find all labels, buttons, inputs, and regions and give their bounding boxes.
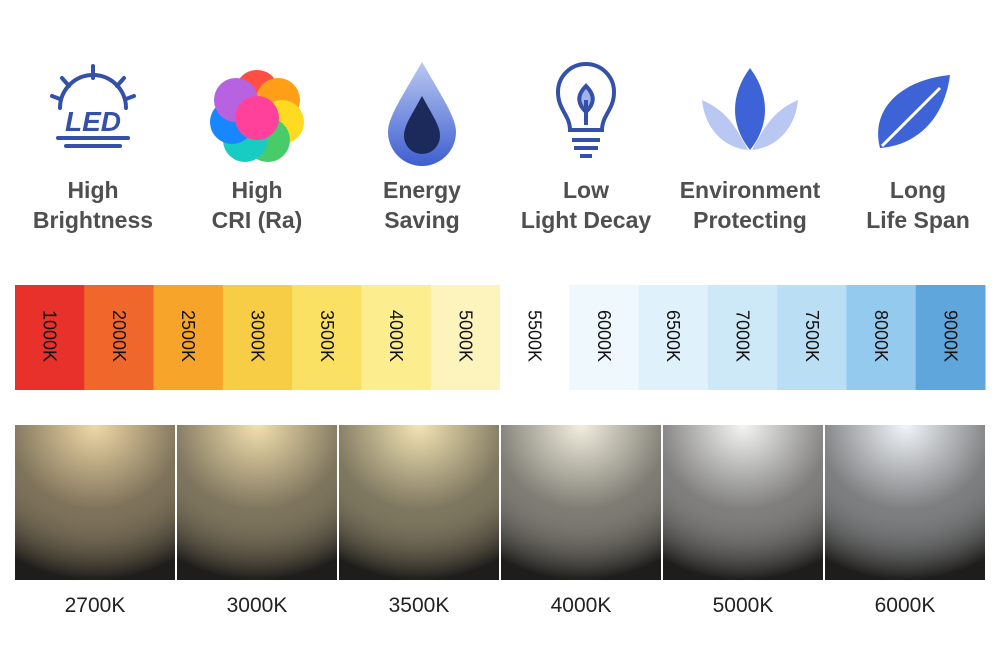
temperature-label: 3500K bbox=[317, 310, 337, 362]
temperature-cell bbox=[292, 285, 362, 390]
sample-label: 3500K bbox=[389, 594, 450, 617]
feature-label: Protecting bbox=[693, 207, 807, 233]
temperature-label: 9000K bbox=[940, 310, 960, 362]
temperature-label: 7500K bbox=[802, 310, 822, 362]
temperature-label: 7000K bbox=[733, 310, 753, 362]
temperature-cell bbox=[430, 285, 501, 390]
temperature-label: 8000K bbox=[871, 310, 891, 362]
temperature-label: 6500K bbox=[663, 310, 683, 362]
feature-label: Low bbox=[563, 177, 609, 203]
temperature-label: 2000K bbox=[109, 310, 129, 362]
temperature-cell bbox=[222, 285, 293, 390]
bulb-icon bbox=[555, 62, 617, 158]
temperature-label: 2500K bbox=[178, 310, 198, 362]
energy-icon bbox=[388, 62, 456, 166]
temperature-cell bbox=[569, 285, 640, 390]
temperature-cell bbox=[638, 285, 709, 390]
feature-label: Saving bbox=[384, 207, 459, 233]
feature-label: High bbox=[67, 177, 118, 203]
temperature-cell bbox=[707, 285, 778, 390]
light-sample bbox=[501, 425, 661, 580]
temperature-label: 5500K bbox=[525, 310, 545, 362]
sample-label: 6000K bbox=[875, 594, 936, 617]
light-sample bbox=[177, 425, 337, 580]
temperature-label: 6000K bbox=[594, 310, 614, 362]
feature-label: Long bbox=[890, 177, 946, 203]
sample-label: 4000K bbox=[551, 594, 612, 617]
feature-label: Environment bbox=[680, 177, 821, 203]
temperature-cell bbox=[15, 285, 85, 390]
feature-label: Brightness bbox=[33, 207, 153, 233]
sample-label: 3000K bbox=[227, 594, 288, 617]
icon-text: LED bbox=[65, 106, 121, 137]
sample-label: 5000K bbox=[713, 594, 774, 617]
cri-icon bbox=[210, 70, 304, 162]
light-sample bbox=[15, 425, 175, 580]
feature-label: Energy bbox=[383, 177, 461, 203]
temperature-cell bbox=[777, 285, 847, 390]
temperature-cell bbox=[915, 285, 986, 390]
temperature-cell bbox=[153, 285, 224, 390]
temperature-label: 3000K bbox=[248, 310, 268, 362]
feature-label: CRI (Ra) bbox=[212, 207, 303, 233]
led-icon bbox=[50, 64, 136, 148]
temperature-cell bbox=[84, 285, 155, 390]
feature-label: Life Span bbox=[866, 207, 970, 233]
temperature-cell bbox=[846, 285, 917, 390]
sample-label: 2700K bbox=[65, 594, 126, 617]
temperature-cell bbox=[361, 285, 432, 390]
feature-label: Light Decay bbox=[521, 207, 652, 233]
light-sample bbox=[339, 425, 499, 580]
leaf-icon bbox=[878, 75, 950, 148]
light-sample bbox=[663, 425, 823, 580]
temperature-label: 1000K bbox=[40, 310, 60, 362]
environment-icon bbox=[702, 68, 798, 150]
temperature-label: 4000K bbox=[386, 310, 406, 362]
feature-label: High bbox=[231, 177, 282, 203]
temperature-label: 5000K bbox=[455, 310, 475, 362]
light-sample bbox=[825, 425, 985, 580]
temperature-cell bbox=[500, 285, 570, 390]
